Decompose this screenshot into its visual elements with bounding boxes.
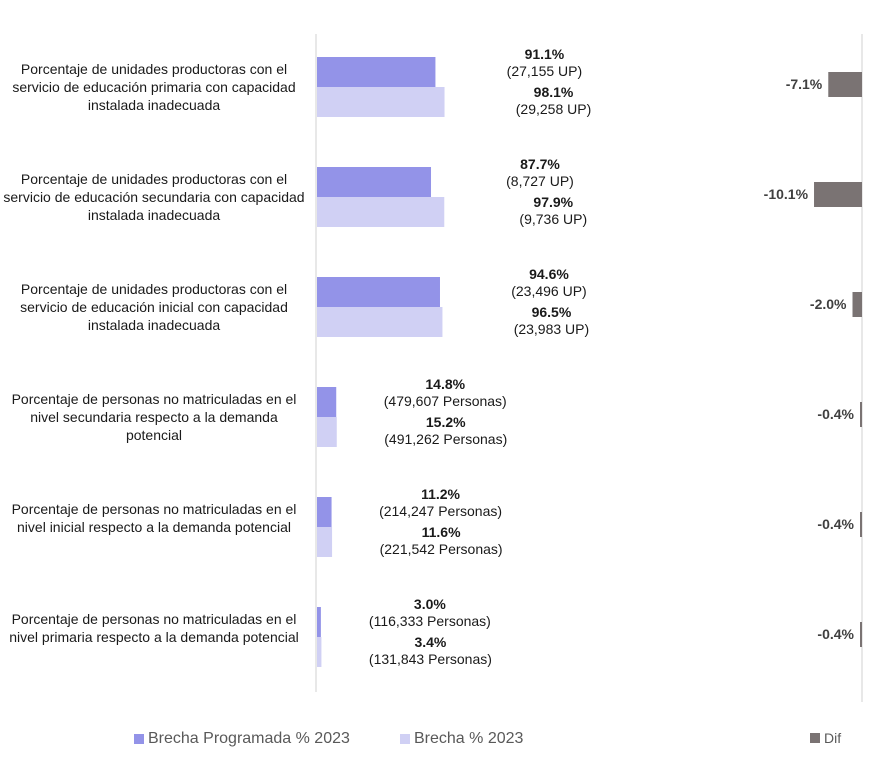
category-label: Porcentaje de unidades productoras con e… bbox=[12, 61, 296, 113]
dif-label: -0.4% bbox=[817, 406, 854, 422]
bar-programada bbox=[317, 57, 436, 87]
bar-dif bbox=[860, 402, 862, 427]
value-label-programada: 91.1% (27,155 UP) bbox=[444, 46, 644, 80]
bar-dif bbox=[852, 292, 862, 317]
value-count: (23,983 UP) bbox=[513, 321, 590, 337]
value-count: (479,607 Personas) bbox=[383, 393, 507, 409]
value-count: (23,496 UP) bbox=[511, 283, 587, 299]
bar-brecha bbox=[317, 307, 443, 337]
bar-brecha bbox=[317, 87, 445, 117]
value-percent: 11.6% bbox=[421, 524, 461, 540]
dif-label: -7.1% bbox=[785, 76, 823, 92]
bar-programada bbox=[317, 387, 337, 417]
value-label-brecha: 3.4% (131,843 Personas) bbox=[330, 634, 530, 668]
value-count: (27,155 UP) bbox=[506, 63, 583, 79]
legend-swatch-brecha bbox=[400, 734, 410, 744]
category-label: Porcentaje de personas no matriculadas e… bbox=[11, 501, 297, 535]
value-count: (9,736 UP) bbox=[519, 211, 588, 227]
legend-label-dif: Dif bbox=[824, 730, 842, 746]
value-label-programada: 14.8% (479,607 Personas) bbox=[345, 376, 545, 410]
value-percent: 11.2% bbox=[421, 486, 461, 502]
legend-swatch-programada bbox=[134, 734, 144, 744]
value-count: (116,333 Personas) bbox=[368, 613, 491, 629]
bar-dif bbox=[860, 622, 862, 647]
value-percent: 14.8% bbox=[425, 376, 466, 392]
value-percent: 3.0% bbox=[413, 596, 446, 612]
category-label: Porcentaje de personas no matriculadas e… bbox=[9, 611, 299, 645]
legend-swatch-dif bbox=[810, 733, 820, 743]
value-label-brecha: 11.6% (221,542 Personas) bbox=[341, 524, 541, 558]
bar-programada bbox=[317, 607, 321, 637]
bar-brecha bbox=[317, 197, 445, 227]
legend-item-dif: Dif bbox=[810, 730, 841, 746]
category-label: Porcentaje de unidades productoras con e… bbox=[3, 171, 305, 223]
dif-layer bbox=[814, 72, 862, 647]
bar-dif bbox=[828, 72, 862, 97]
value-count: (221,542 Personas) bbox=[379, 541, 503, 557]
dif-label: -10.1% bbox=[763, 186, 809, 202]
dif-label: -0.4% bbox=[817, 626, 854, 642]
value-count: (8,727 UP) bbox=[506, 173, 574, 189]
value-percent: 94.6% bbox=[529, 266, 569, 282]
value-percent: 3.4% bbox=[414, 634, 447, 650]
legend-label-brecha: Brecha % 2023 bbox=[414, 730, 524, 747]
value-percent: 96.5% bbox=[531, 304, 572, 320]
value-percent: 98.1% bbox=[533, 84, 574, 100]
value-count: (491,262 Personas) bbox=[384, 431, 508, 447]
value-label-programada: 94.6% (23,496 UP) bbox=[449, 266, 649, 300]
bar-dif bbox=[814, 182, 862, 207]
value-label-programada: 87.7% (8,727 UP) bbox=[440, 156, 640, 190]
value-percent: 87.7% bbox=[520, 156, 560, 172]
value-label-brecha: 97.9% (9,736 UP) bbox=[453, 194, 653, 228]
legend-label-programada: Brecha Programada % 2023 bbox=[148, 730, 350, 747]
value-percent: 97.9% bbox=[533, 194, 574, 210]
value-count: (214,247 Personas) bbox=[379, 503, 503, 519]
bars-layer bbox=[317, 57, 445, 667]
legend-item-programada: Brecha Programada % 2023 bbox=[134, 730, 350, 748]
bar-programada bbox=[317, 167, 432, 197]
bar-brecha bbox=[317, 637, 322, 667]
value-label-brecha: 15.2% (491,262 Personas) bbox=[346, 414, 546, 448]
value-label-programada: 3.0% (116,333 Personas) bbox=[330, 596, 530, 630]
bar-programada bbox=[317, 277, 440, 307]
legend-item-brecha: Brecha % 2023 bbox=[400, 730, 523, 748]
category-label: Porcentaje de unidades productoras con e… bbox=[20, 281, 288, 333]
value-percent: 15.2% bbox=[425, 414, 466, 430]
value-label-brecha: 96.5% (23,983 UP) bbox=[451, 304, 651, 338]
value-count: (29,258 UP) bbox=[515, 101, 592, 117]
value-label-brecha: 98.1% (29,258 UP) bbox=[454, 84, 654, 118]
bar-dif bbox=[860, 512, 862, 537]
value-label-programada: 11.2% (214,247 Personas) bbox=[341, 486, 541, 520]
dif-label: -2.0% bbox=[809, 296, 847, 312]
category-label: Porcentaje de personas no matriculadas e… bbox=[11, 391, 297, 443]
bar-programada bbox=[317, 497, 332, 527]
value-count: (131,843 Personas) bbox=[368, 651, 492, 667]
bar-brecha bbox=[317, 417, 337, 447]
value-percent: 91.1% bbox=[524, 46, 565, 62]
bar-brecha bbox=[317, 527, 333, 557]
dif-label: -0.4% bbox=[817, 516, 854, 532]
